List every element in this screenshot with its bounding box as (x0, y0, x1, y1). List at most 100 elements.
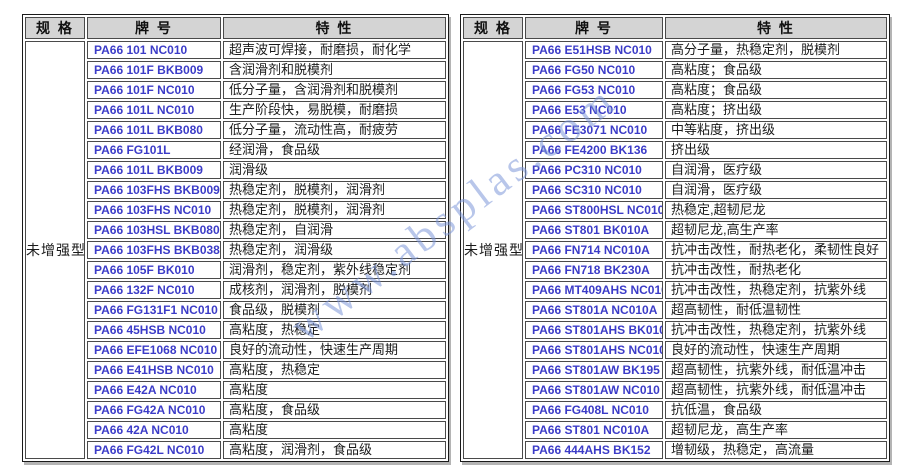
table-row: PA66 FG101L 经润滑，食品级 (25, 141, 446, 159)
traits-cell: 高粘度 (223, 421, 446, 439)
header-row: 规 格 牌 号 特 性 (25, 17, 446, 39)
traits-cell: 热稳定剂，自润滑 (223, 221, 446, 239)
table-row: PA66 FE4200 BK136 挤出级 (463, 141, 887, 159)
traits-cell: 良好的流动性，快速生产周期 (665, 341, 887, 359)
table-row: PA66 101L BKB080 低分子量，流动性高，耐疲劳 (25, 121, 446, 139)
table-row: PA66 FG42A NC010 高粘度，食品级 (25, 401, 446, 419)
table-row: PA66 SC310 NC010 自润滑，医疗级 (463, 181, 887, 199)
table-row: PA66 103FHS NC010 热稳定剂，脱模剂，润滑剂 (25, 201, 446, 219)
table-row: PA66 ST801A NC010A 超高韧性，耐低温韧性 (463, 301, 887, 319)
traits-cell: 热稳定,超韧尼龙 (665, 201, 887, 219)
table-row: PA66 MT409AHS NC010 抗冲击改性，热稳定剂，抗紫外线 (463, 281, 887, 299)
grade-cell: PA66 103HSL BKB080 (87, 221, 221, 239)
table-row: PA66 ST801AHS NC010 良好的流动性，快速生产周期 (463, 341, 887, 359)
traits-cell: 热稳定剂，脱模剂，润滑剂 (223, 181, 446, 199)
grade-cell: PA66 ST801AW BK195 (525, 361, 663, 379)
grade-cell: PA66 FG53 NC010 (525, 81, 663, 99)
grade-cell: PA66 FE4200 BK136 (525, 141, 663, 159)
pa66-grade-table: 规 格 牌 号 特 性 未增强型 PA66 E51HSB NC010 高分子量，热稳… (460, 14, 890, 462)
traits-cell: 抗冲击改性，热稳定剂，抗紫外线 (665, 281, 887, 299)
grade-cell: PA66 101F NC010 (87, 81, 221, 99)
traits-cell: 热稳定剂，脱模剂，润滑剂 (223, 201, 446, 219)
traits-cell: 高粘度；挤出级 (665, 101, 887, 119)
grade-cell: PA66 444AHS BK152 (525, 441, 663, 459)
grade-cell: PA66 FG42L NC010 (87, 441, 221, 459)
grade-cell: PA66 103FHS NC010 (87, 201, 221, 219)
grade-cell: PA66 ST800HSL NC010 (525, 201, 663, 219)
grade-cell: PA66 42A NC010 (87, 421, 221, 439)
grade-cell: PA66 FN714 NC010A (525, 241, 663, 259)
grade-cell: PA66 ST801 BK010A (525, 221, 663, 239)
grade-cell: PA66 103FHS BKB038 (87, 241, 221, 259)
table-row: PA66 FG408L NC010 抗低温，食品级 (463, 401, 887, 419)
table-row: PA66 FN718 BK230A 抗冲击改性，耐热老化 (463, 261, 887, 279)
table-row: PA66 E53 NC010 高粘度；挤出级 (463, 101, 887, 119)
table-row: PA66 103FHS BKB009 热稳定剂，脱模剂，润滑剂 (25, 181, 446, 199)
table-row: PA66 E41HSB NC010 高粘度，热稳定 (25, 361, 446, 379)
grade-cell: PA66 FG408L NC010 (525, 401, 663, 419)
col-header-spec: 规 格 (463, 17, 523, 39)
table-row: PA66 103FHS BKB038 热稳定剂，润滑级 (25, 241, 446, 259)
traits-cell: 高粘度，食品级 (223, 401, 446, 419)
grade-cell: PA66 103FHS BKB009 (87, 181, 221, 199)
table-row: PA66 ST801AW BK195 超高韧性，抗紫外线，耐低温冲击 (463, 361, 887, 379)
traits-cell: 自润滑，医疗级 (665, 161, 887, 179)
table-row: PA66 132F NC010 成核剂，润滑剂，脱模剂 (25, 281, 446, 299)
table-row: PA66 ST801 NC010A 超韧尼龙，高生产率 (463, 421, 887, 439)
traits-cell: 抗冲击改性，耐热老化，柔韧性良好 (665, 241, 887, 259)
grade-cell: PA66 FG131F1 NC010 (87, 301, 221, 319)
traits-cell: 增韧级，热稳定，高流量 (665, 441, 887, 459)
traits-cell: 抗冲击改性，耐热老化 (665, 261, 887, 279)
grades-table-left: 规 格 牌 号 特 性 未增强型 PA66 101 NC010 超声波可焊接，耐磨损… (22, 14, 449, 462)
table-row: PA66 103HSL BKB080 热稳定剂，自润滑 (25, 221, 446, 239)
traits-cell: 高粘度，热稳定 (223, 321, 446, 339)
grade-cell: PA66 E53 NC010 (525, 101, 663, 119)
traits-cell: 高粘度；食品级 (665, 61, 887, 79)
grade-cell: PA66 45HSB NC010 (87, 321, 221, 339)
col-header-traits: 特 性 (223, 17, 446, 39)
grade-cell: PA66 ST801AW NC010 (525, 381, 663, 399)
grade-cell: PA66 PC310 NC010 (525, 161, 663, 179)
table-row: PA66 45HSB NC010 高粘度，热稳定 (25, 321, 446, 339)
traits-cell: 高粘度 (223, 381, 446, 399)
traits-cell: 良好的流动性，快速生产周期 (223, 341, 446, 359)
spec-cell: 未增强型 (463, 41, 523, 459)
table-row: PA66 101F BKB009 含润滑剂和脱模剂 (25, 61, 446, 79)
traits-cell: 食品级，脱模剂 (223, 301, 446, 319)
grade-cell: PA66 EFE1068 NC010 (87, 341, 221, 359)
traits-cell: 生产阶段快，易脱模，耐磨损 (223, 101, 446, 119)
grade-cell: PA66 E51HSB NC010 (525, 41, 663, 59)
traits-cell: 超高韧性，抗紫外线，耐低温冲击 (665, 361, 887, 379)
traits-cell: 经润滑，食品级 (223, 141, 446, 159)
grade-cell: PA66 105F BK010 (87, 261, 221, 279)
table-row: PA66 ST801 BK010A 超韧尼龙,高生产率 (463, 221, 887, 239)
spec-cell: 未增强型 (25, 41, 85, 459)
table-row: PA66 ST801AW NC010 超高韧性，抗紫外线，耐低温冲击 (463, 381, 887, 399)
header-row: 规 格 牌 号 特 性 (463, 17, 887, 39)
col-header-spec: 规 格 (25, 17, 85, 39)
table-row: PA66 ST800HSL NC010 热稳定,超韧尼龙 (463, 201, 887, 219)
table-row: PA66 ST801AHS BK010 抗冲击改性，热稳定剂，抗紫外线 (463, 321, 887, 339)
traits-cell: 高粘度，润滑剂，食品级 (223, 441, 446, 459)
table-row: PA66 FG50 NC010 高粘度；食品级 (463, 61, 887, 79)
grade-cell: PA66 E41HSB NC010 (87, 361, 221, 379)
traits-cell: 高分子量，热稳定剂，脱模剂 (665, 41, 887, 59)
table-row: PA66 101L NC010 生产阶段快，易脱模，耐磨损 (25, 101, 446, 119)
col-header-grade: 牌 号 (525, 17, 663, 39)
traits-cell: 挤出级 (665, 141, 887, 159)
traits-cell: 超韧尼龙，高生产率 (665, 421, 887, 439)
table-row: PA66 101F NC010 低分子量，含润滑剂和脱模剂 (25, 81, 446, 99)
grade-cell: PA66 FN718 BK230A (525, 261, 663, 279)
pa66-grade-table: 规 格 牌 号 特 性 未增强型 PA66 101 NC010 超声波可焊接，耐磨损… (22, 14, 449, 462)
grade-cell: PA66 101L BKB080 (87, 121, 221, 139)
traits-cell: 超声波可焊接，耐磨损，耐化学 (223, 41, 446, 59)
table-row: PA66 FG42L NC010 高粘度，润滑剂，食品级 (25, 441, 446, 459)
grade-cell: PA66 ST801AHS BK010 (525, 321, 663, 339)
table-row: 未增强型 PA66 101 NC010 超声波可焊接，耐磨损，耐化学 (25, 41, 446, 459)
grade-cell: PA66 FE3071 NC010 (525, 121, 663, 139)
grades-table-right: 规 格 牌 号 特 性 未增强型 PA66 E51HSB NC010 高分子量，热稳… (460, 14, 890, 462)
traits-cell: 抗低温，食品级 (665, 401, 887, 419)
grade-cell: PA66 101 NC010 (87, 41, 221, 59)
traits-cell: 润滑剂，稳定剂，紫外线稳定剂 (223, 261, 446, 279)
